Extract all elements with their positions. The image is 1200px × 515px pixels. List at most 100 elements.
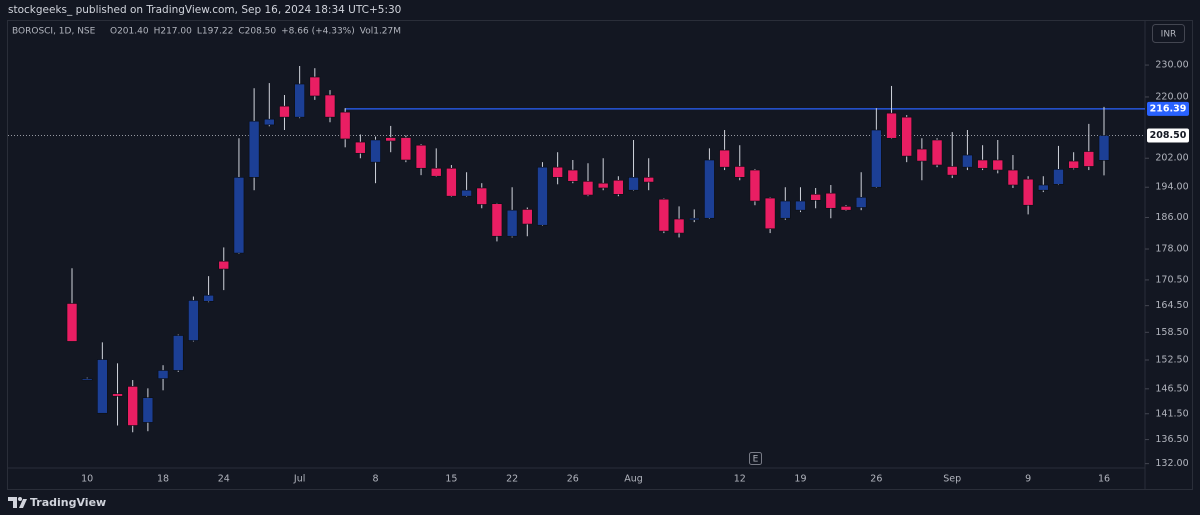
y-tick-label: 194.00: [1155, 182, 1188, 193]
candle-body: [855, 197, 867, 208]
candle-body: [157, 370, 169, 379]
ohlc-legend: O201.40 H217.00 L197.22 C208.50 +8.66 (+4.33…: [110, 27, 401, 37]
hline-price-label: 216.39: [1150, 103, 1187, 114]
candle-body: [779, 200, 791, 219]
candle-body: [521, 209, 533, 225]
legend-item: O201.40: [110, 27, 149, 37]
candle-body: [992, 159, 1004, 171]
candle-body: [370, 139, 381, 163]
candle-body: [66, 303, 78, 342]
candle-body: [446, 167, 457, 197]
candle-body: [673, 218, 685, 234]
legend-item: Vol1.27M: [360, 27, 401, 37]
candle-body: [81, 378, 93, 381]
x-tick-label: 26: [870, 474, 882, 485]
candle-body: [339, 111, 351, 140]
candle-body: [977, 159, 988, 169]
hline-price-box: [1147, 101, 1189, 116]
y-tick-label: 164.50: [1155, 300, 1188, 311]
legend-item: L197.22: [197, 27, 234, 37]
published-title: stockgeeks_ published on TradingView.com…: [8, 4, 401, 16]
currency-box: [1152, 24, 1185, 43]
currency: INR: [1161, 30, 1177, 40]
candle-body: [309, 76, 321, 97]
legend-item: C208.50: [238, 27, 276, 37]
y-tick-label: 152.50: [1155, 355, 1188, 366]
candle-body: [203, 294, 214, 302]
x-tick-label: 16: [1098, 474, 1110, 485]
candle-body: [537, 166, 548, 226]
candle-body: [415, 144, 427, 169]
candle-body: [658, 198, 670, 232]
candle-body: [263, 118, 275, 126]
y-tick-label: 158.50: [1155, 327, 1188, 338]
y-tick-label: 141.50: [1155, 408, 1188, 419]
x-tick-label: 9: [1025, 474, 1031, 485]
candle-body: [628, 177, 639, 191]
candle-body: [355, 141, 366, 154]
candle-body: [400, 137, 412, 161]
candle-body: [749, 169, 761, 202]
x-tick-label: Sep: [943, 474, 961, 485]
candle-body: [886, 112, 897, 139]
candle-body: [233, 177, 245, 254]
candle-body: [764, 197, 776, 230]
x-tick-label: Jul: [293, 474, 305, 485]
candle-body: [734, 166, 746, 178]
candle-body: [218, 260, 230, 270]
candle-body: [476, 187, 488, 205]
candle-body: [172, 335, 184, 371]
candle-body: [552, 166, 563, 178]
candle-body: [491, 203, 503, 237]
candle-body: [704, 159, 715, 219]
candle-body: [385, 137, 397, 142]
candle-body: [643, 177, 655, 183]
y-tick-label: 132.00: [1155, 458, 1188, 469]
candle-body: [1022, 178, 1034, 206]
candle-body: [840, 206, 852, 211]
candle-body: [188, 300, 199, 341]
chart-frame: [7, 20, 1193, 490]
x-tick-label: 24: [218, 474, 230, 485]
y-tick-label: 178.00: [1155, 244, 1188, 255]
x-tick-label: 15: [445, 474, 457, 485]
candle-body: [962, 154, 973, 168]
candle-body: [1007, 169, 1019, 186]
candle-body: [461, 189, 472, 197]
candle-body: [112, 393, 123, 397]
last-price-box: [1147, 128, 1189, 143]
symbol: BOROSCI, 1D, NSE: [12, 27, 96, 37]
candle-body: [97, 359, 108, 414]
candle-body: [825, 192, 837, 209]
candle-body: [931, 139, 943, 166]
candle-body: [1053, 169, 1064, 185]
y-tick-label: 136.50: [1155, 434, 1188, 445]
x-tick-label: 12: [734, 474, 746, 485]
candle-body: [613, 179, 624, 195]
candle-body: [1083, 151, 1095, 167]
x-tick-label: 18: [157, 474, 169, 485]
earnings-marker-box: [749, 452, 762, 465]
candle-body: [1068, 160, 1079, 169]
x-tick-label: 22: [506, 474, 518, 485]
candle-body: [597, 182, 609, 189]
candle-body: [901, 116, 913, 157]
legend-item: +8.66 (+4.33%): [281, 27, 355, 37]
x-tick-label: 10: [81, 474, 93, 485]
x-tick-label: 8: [373, 474, 379, 485]
legend-item: H217.00: [154, 27, 193, 37]
brand: TradingView: [30, 496, 106, 509]
candle-body: [324, 94, 336, 118]
candle-body: [142, 397, 154, 423]
last-price-label: 208.50: [1150, 130, 1187, 141]
candle-body: [248, 120, 260, 178]
candle-body: [294, 83, 305, 118]
candle-body: [688, 217, 700, 221]
candle-body: [719, 149, 730, 168]
candle-body: [506, 209, 518, 237]
y-tick-label: 230.00: [1155, 60, 1188, 71]
candle-body: [127, 386, 139, 426]
brand-logo: [8, 497, 27, 508]
